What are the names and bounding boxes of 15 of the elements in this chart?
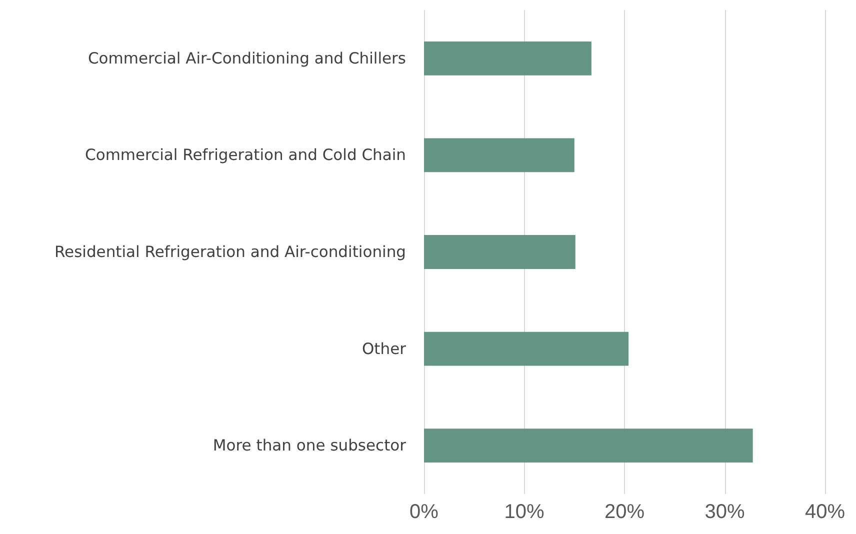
x-tick-label: 10% — [504, 501, 544, 523]
y-tick-label: Residential Refrigeration and Air-conditioning — [54, 243, 406, 261]
y-tick-label: Other — [362, 340, 407, 358]
x-tick-label: 40% — [804, 501, 846, 523]
bar — [424, 138, 574, 172]
y-tick-label: More than one subsector — [212, 436, 407, 455]
y-tick-label: Commercial Refrigeration and Cold Chain — [85, 146, 406, 164]
x-tick-label: 0% — [410, 501, 439, 523]
x-tick-label: 30% — [704, 501, 745, 523]
bar — [424, 235, 576, 269]
y-tick-label: Commercial Air-Conditioning and Chillers — [88, 49, 406, 68]
bar — [424, 428, 753, 463]
x-tick-label: 20% — [604, 501, 645, 523]
bar — [424, 332, 629, 366]
bar — [424, 41, 592, 76]
